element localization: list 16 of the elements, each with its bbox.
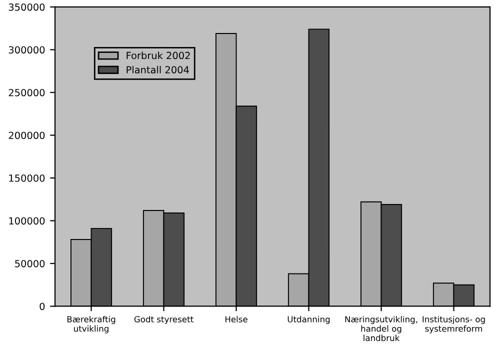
legend-label: Plantall 2004 [126, 66, 189, 74]
y-tick-label: 50000 [15, 260, 45, 268]
x-tick-label: Institusjons- og systemreform [422, 316, 485, 334]
x-tick-label: Næringsutvikling, handel og landbruk [345, 316, 418, 342]
y-tick-label: 250000 [8, 88, 45, 96]
y-tick-label: 0 [40, 302, 45, 310]
y-tick-label: 150000 [9, 174, 45, 182]
y-tick-label: 350000 [8, 3, 45, 11]
x-tick-label: Godt styresett [134, 316, 194, 324]
y-tick-label: 200000 [8, 132, 45, 140]
x-tick-label: Bærekraftig utvikling [67, 316, 116, 334]
x-tick-label: Helse [225, 316, 248, 322]
y-tick-label: 100000 [9, 217, 45, 225]
x-tick-label: Utdanning [288, 316, 330, 324]
y-tick-label: 300000 [8, 46, 45, 54]
legend-label: Forbruk 2002 [126, 52, 190, 60]
